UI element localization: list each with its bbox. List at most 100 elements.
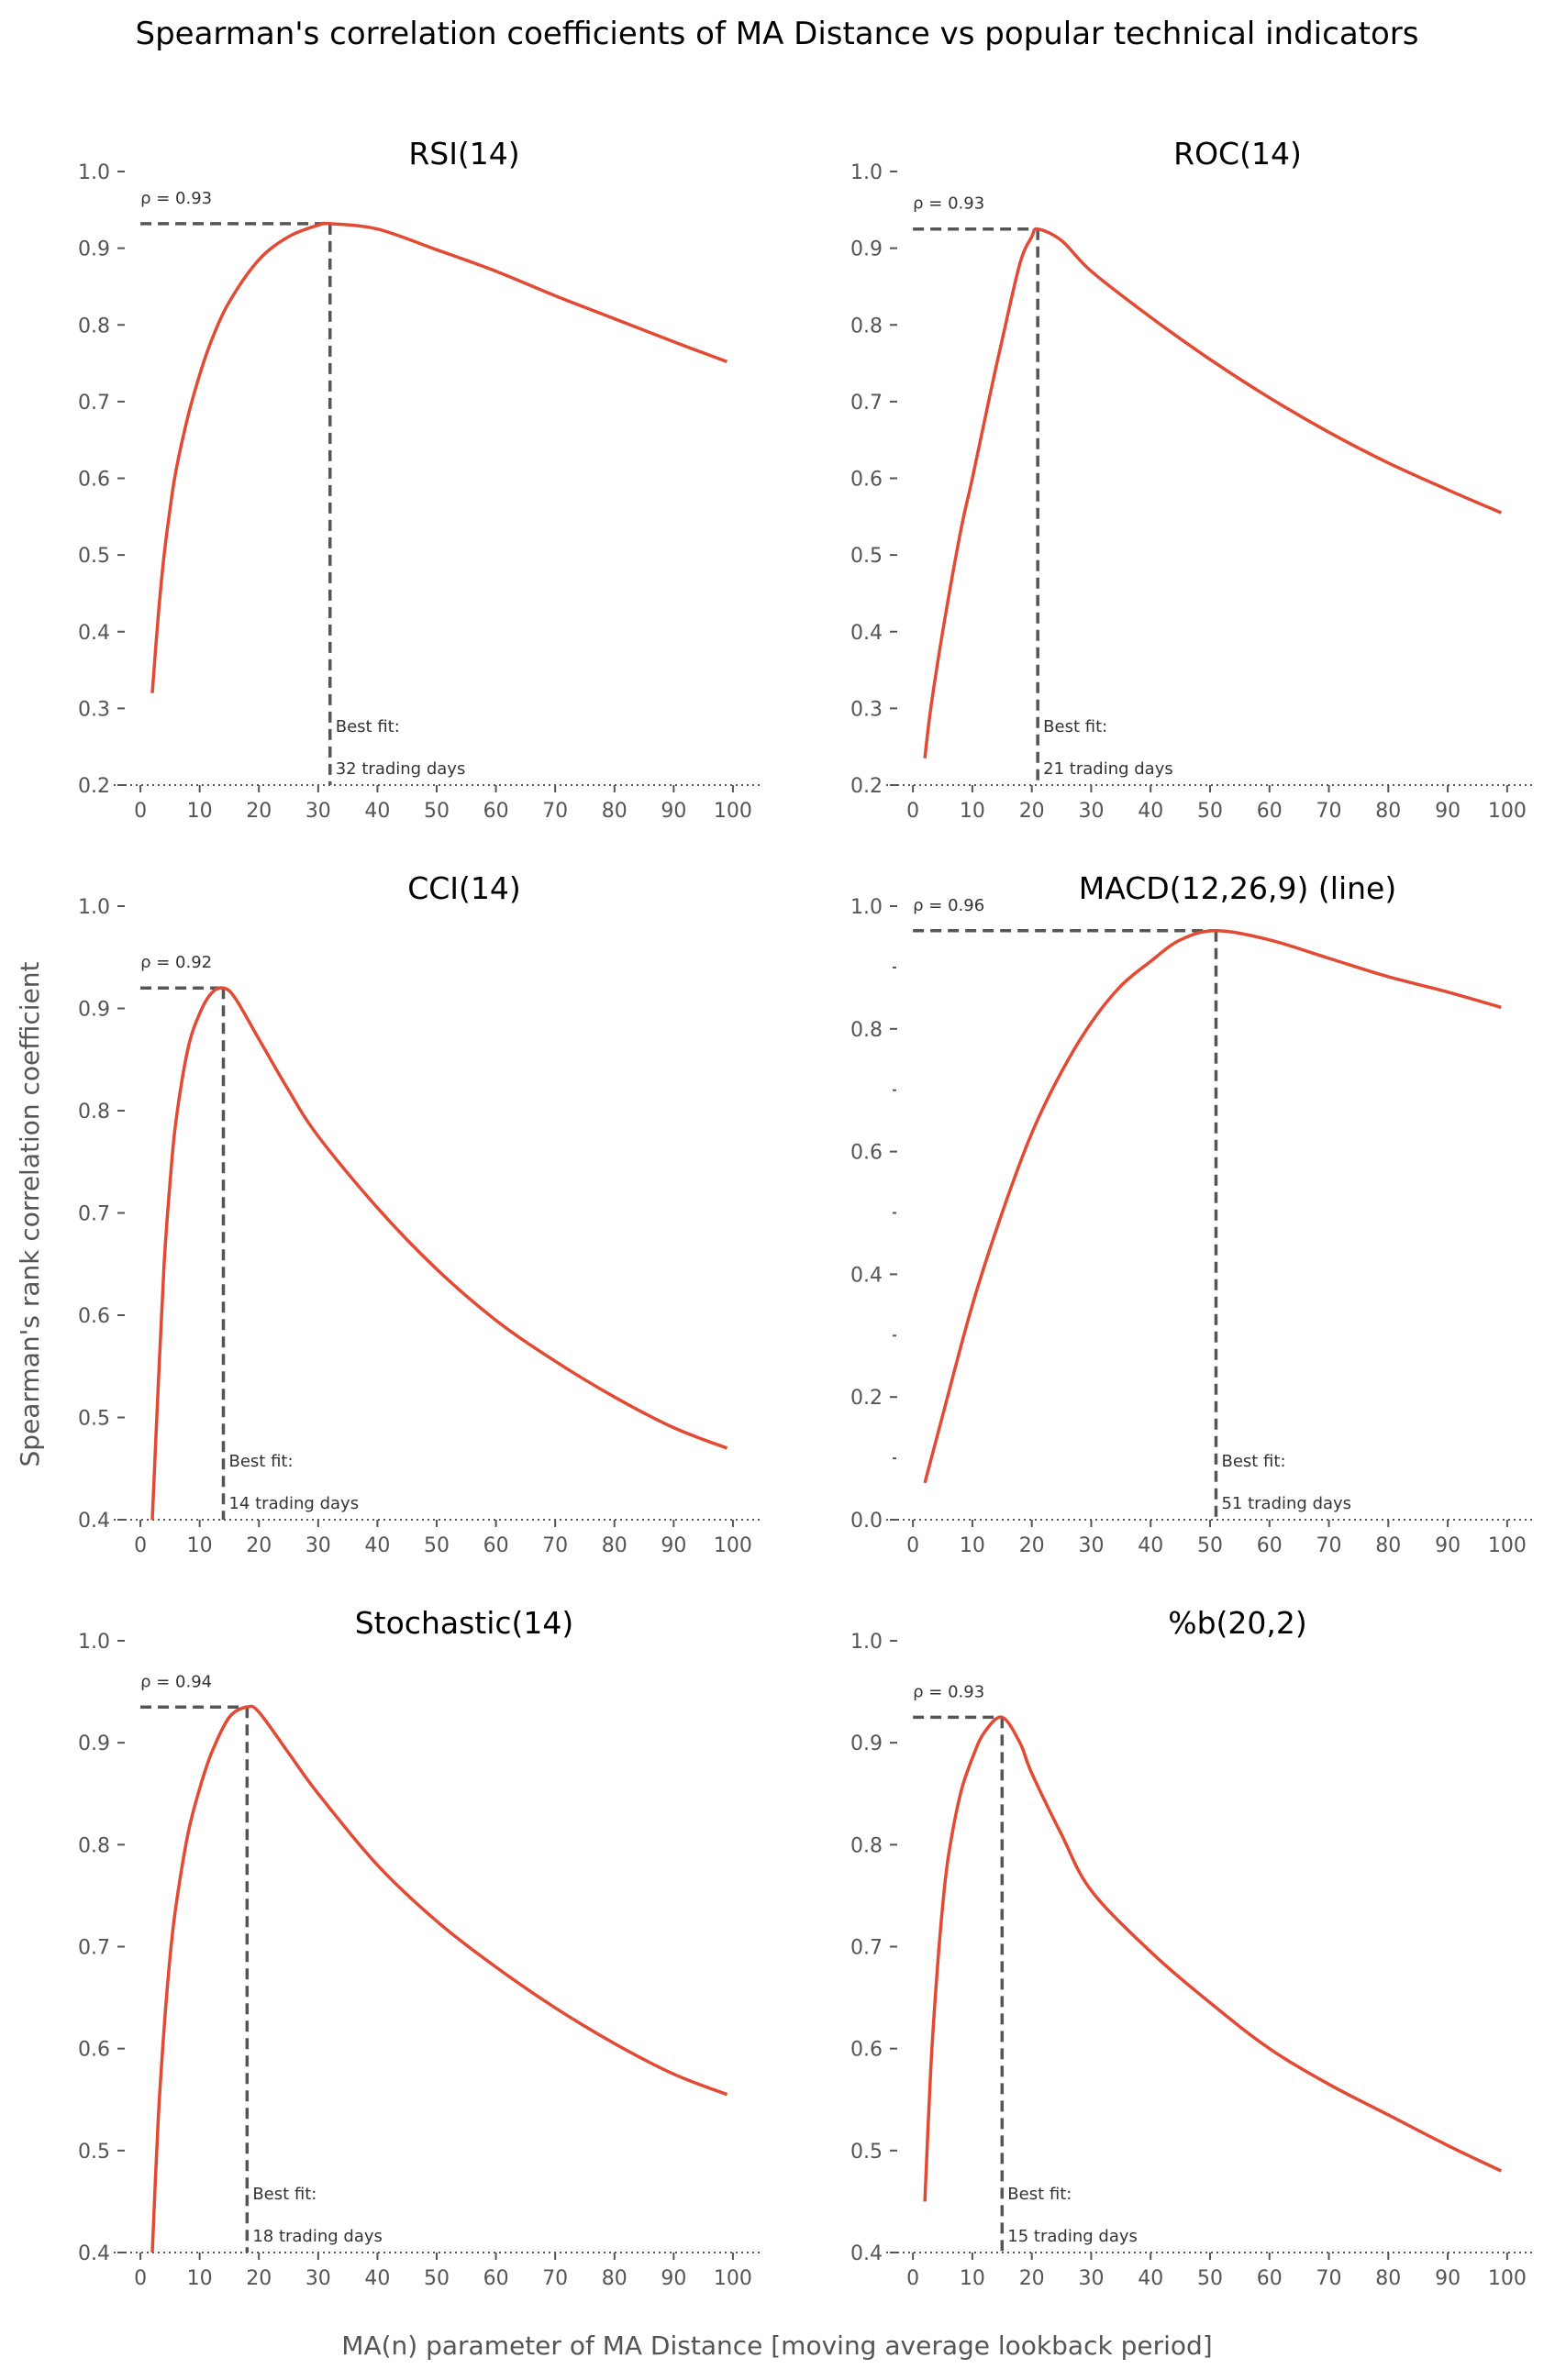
x-tick-label: 80	[602, 2267, 628, 2290]
y-tick-label: 0.4	[850, 1264, 883, 1287]
trading-days-annotation: 51 trading days	[1221, 1494, 1351, 1513]
x-tick-label: 50	[424, 1534, 450, 1557]
x-tick-label: 40	[1138, 2267, 1163, 2290]
y-tick-label: 1.0	[850, 1631, 883, 1654]
subplot-3: CCI(14) 0 10 20 30 40 50 60 70 80 90 100 0.4 0.5 0.6 0.…	[78, 870, 760, 1557]
y-tick-label: 0.6	[850, 469, 883, 492]
y-tick-label: 0.6	[78, 469, 110, 492]
x-tick-label: 0	[134, 1534, 147, 1557]
y-tick-label: 0.7	[78, 392, 110, 415]
rho-annotation: ρ = 0.96	[913, 896, 984, 915]
x-tick-label: 70	[1316, 1534, 1342, 1557]
rho-annotation: ρ = 0.93	[913, 194, 984, 214]
subplot-title: Stochastic(14)	[355, 1605, 574, 1641]
correlation-curve	[150, 986, 728, 1521]
y-tick-label: 0.8	[850, 315, 883, 338]
y-tick-label: 0.8	[850, 1834, 883, 1857]
x-tick-label: 90	[661, 800, 686, 823]
x-tick-label: 20	[246, 1534, 272, 1557]
x-tick-label: 60	[1257, 2267, 1283, 2290]
y-tick-label: 0.4	[850, 622, 883, 645]
x-tick-label: 30	[305, 2267, 331, 2290]
x-tick-label: 100	[1488, 1534, 1527, 1557]
y-tick-label: 0.0	[850, 1510, 883, 1533]
x-tick-label: 60	[483, 2267, 509, 2290]
trading-days-annotation: 14 trading days	[228, 1494, 359, 1513]
x-tick-label: 100	[1488, 800, 1527, 823]
x-tick-label: 30	[1078, 800, 1104, 823]
x-tick-label: 90	[661, 1534, 686, 1557]
subplot-title: %b(20,2)	[1168, 1605, 1307, 1641]
y-tick-label: 0.6	[78, 1305, 110, 1328]
best-fit-annotation: Best fit:	[1007, 2185, 1072, 2204]
y-tick-label: 0.4	[78, 2242, 110, 2265]
subplot-title: MACD(12,26,9) (line)	[1079, 870, 1396, 906]
y-tick-label: 0.8	[850, 1019, 883, 1042]
x-tick-label: 90	[661, 2267, 686, 2290]
y-tick-label: 1.0	[78, 1631, 110, 1654]
subplot-6: %b(20,2) 0 10 20 30 40 50 60 70 80 90 100 0.4 0.5 0.6 0…	[850, 1605, 1534, 2290]
trading-days-annotation: 15 trading days	[1007, 2227, 1138, 2246]
trading-days-annotation: 32 trading days	[336, 759, 466, 779]
x-tick-label: 100	[714, 800, 752, 823]
x-tick-label: 60	[1257, 1534, 1283, 1557]
x-tick-label: 40	[364, 800, 390, 823]
x-tick-label: 10	[187, 1534, 213, 1557]
x-tick-label: 70	[1316, 2267, 1342, 2290]
y-tick-label: 0.5	[78, 545, 110, 568]
y-tick-label: 0.6	[850, 2039, 883, 2062]
best-fit-annotation: Best fit:	[336, 717, 400, 736]
subplot-2: ROC(14) 0 10 20 30 40 50 60 70 80 90 100 0.2 0.3 0.4 0.…	[850, 136, 1534, 823]
x-tick-label: 80	[1375, 800, 1401, 823]
x-tick-label: 30	[1078, 1534, 1104, 1557]
y-tick-label: 0.4	[850, 2242, 883, 2265]
x-tick-label: 10	[187, 800, 213, 823]
figure-title: Spearman's correlation coefficients of M…	[136, 16, 1419, 52]
y-tick-label: 1.0	[850, 161, 883, 184]
trading-days-annotation: 21 trading days	[1043, 759, 1173, 779]
x-tick-label: 60	[1257, 800, 1283, 823]
y-tick-label: 0.9	[78, 238, 110, 261]
y-tick-label: 0.2	[850, 1387, 883, 1410]
x-axis-label: MA(n) parameter of MA Distance [moving a…	[341, 2330, 1212, 2361]
y-tick-label: 1.0	[850, 896, 883, 919]
x-tick-label: 80	[1375, 1534, 1401, 1557]
y-tick-label: 0.3	[850, 698, 883, 721]
x-tick-label: 40	[1138, 800, 1163, 823]
x-tick-label: 50	[424, 2267, 450, 2290]
correlation-curve	[150, 221, 728, 693]
x-tick-label: 80	[602, 1534, 628, 1557]
x-tick-label: 20	[1019, 1534, 1045, 1557]
x-tick-label: 40	[364, 2267, 390, 2290]
y-tick-label: 0.5	[850, 545, 883, 568]
rho-annotation: ρ = 0.94	[140, 1672, 212, 1691]
y-tick-label: 1.0	[78, 896, 110, 919]
x-tick-label: 20	[1019, 800, 1045, 823]
rho-annotation: ρ = 0.92	[140, 953, 212, 972]
x-tick-label: 100	[714, 2267, 752, 2290]
correlation-curve	[923, 1715, 1503, 2202]
x-tick-label: 50	[424, 800, 450, 823]
x-tick-label: 0	[906, 2267, 919, 2290]
subplot-4: MACD(12,26,9) (line) 0 10 20 30 40 50 60 70 80 90 1…	[850, 870, 1534, 1557]
subplot-title: RSI(14)	[408, 136, 519, 172]
x-tick-label: 50	[1197, 800, 1223, 823]
x-tick-label: 30	[305, 800, 331, 823]
x-tick-label: 100	[1488, 2267, 1527, 2290]
x-tick-label: 30	[1078, 2267, 1104, 2290]
y-tick-label: 0.8	[78, 1834, 110, 1857]
x-tick-label: 0	[906, 800, 919, 823]
correlation-curve	[923, 929, 1502, 1484]
rho-annotation: ρ = 0.93	[140, 189, 212, 208]
y-tick-label: 0.2	[78, 775, 110, 798]
subplots: RSI(14)0 10 20 30 40 50 60 70 80 90 1000.20.30.40.…	[78, 136, 1534, 2290]
y-axis-label: Spearman's rank correlation coefficient	[15, 962, 45, 1467]
y-tick-label: 0.9	[78, 999, 110, 1022]
correlation-curve	[923, 227, 1503, 758]
x-tick-label: 40	[364, 1534, 390, 1557]
best-fit-annotation: Best fit:	[228, 1452, 293, 1471]
subplot-title: CCI(14)	[407, 870, 521, 906]
y-tick-label: 0.9	[78, 1732, 110, 1755]
x-tick-label: 20	[246, 800, 272, 823]
